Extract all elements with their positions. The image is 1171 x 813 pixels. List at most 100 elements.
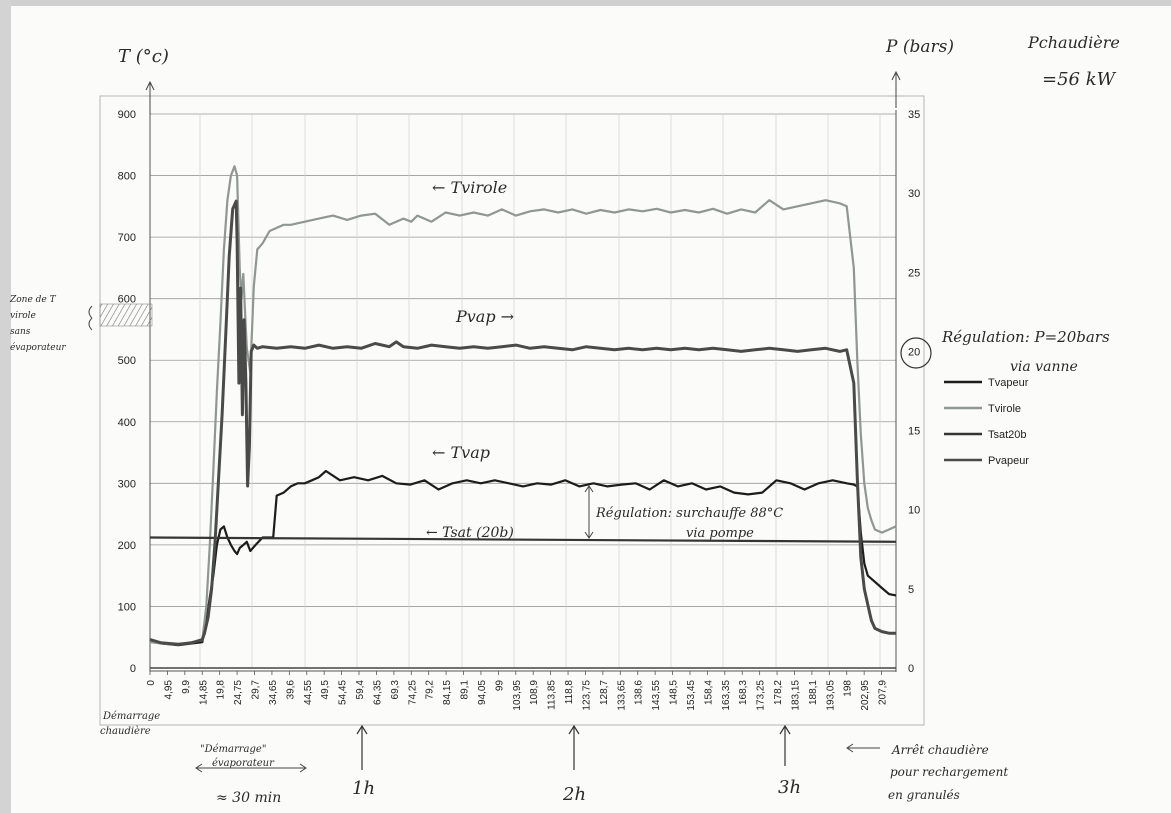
x-tick-label: 79,2: [425, 680, 436, 700]
regulation-pressure-note-line1: Régulation: P=20bars: [941, 328, 1110, 346]
x-tick-label: 108,9: [529, 680, 540, 705]
x-tick-label: 198: [843, 680, 854, 697]
legend-label: Tvirole: [988, 403, 1021, 415]
series-line-pvapeur: [149, 199, 896, 646]
boiler-stop-note-line2: pour rechargement: [890, 765, 1008, 779]
zone-brace: [88, 305, 93, 331]
zone-note-line: sans: [10, 327, 31, 337]
x-tick-label: 173,25: [756, 680, 767, 711]
x-tick-label: 19,8: [216, 680, 227, 700]
chart-grid: [149, 113, 896, 669]
x-tick-label: 168,3: [738, 680, 749, 705]
legend-label: Tsat20b: [988, 429, 1027, 441]
boiler-stop-note-line1: Arrêt chaudière: [891, 743, 989, 757]
pressure-20-circle: [900, 337, 932, 369]
tvap-annotation: ← Tvap: [432, 443, 490, 462]
zone-note-line: virole: [10, 311, 36, 321]
tvirole-annotation: ← Tvirole: [432, 178, 507, 197]
series-line-tvapeur: [149, 469, 897, 647]
scan-top-border: [0, 0, 1171, 6]
x-tick-label: 34,65: [268, 680, 279, 705]
x-tick-label: 123,75: [581, 680, 592, 711]
x-tick-label: 59,4: [355, 680, 366, 700]
y-left-tick-label: 600: [118, 294, 136, 306]
x-tick-label: 39,6: [285, 680, 296, 700]
x-tick-label: 133,65: [616, 680, 627, 711]
y-left-tick-label: 400: [118, 417, 136, 429]
boiler-start-note-line1: Démarrage: [102, 711, 160, 722]
pvap-annotation: Pvap →: [455, 307, 514, 326]
x-tick-label: 29,7: [251, 680, 262, 700]
x-tick-label: 178,2: [773, 680, 784, 705]
arrow-3h-head: [779, 724, 791, 735]
superheat-span-arrows: [584, 485, 594, 539]
x-tick-label: 183,15: [790, 680, 801, 711]
y-left-tick-labels: 0 100 200 300 400 500 600 700 800 900: [118, 109, 136, 675]
y-left-tick-label: 0: [130, 663, 136, 675]
x-tick-label: 14,85: [198, 680, 209, 705]
x-tick-label: 207,9: [878, 680, 889, 705]
boiler-start-note-line2: chaudière: [100, 726, 151, 737]
y-left-tick-label: 100: [118, 601, 136, 613]
y-right-tick-label: 20: [908, 346, 920, 358]
mark-1h: 1h: [352, 778, 375, 799]
zone-note-line: évaporateur: [10, 342, 66, 353]
x-tick-label: 24,75: [233, 680, 244, 705]
y-right-tick-label: 30: [908, 188, 920, 200]
x-tick-label: 188,1: [808, 680, 819, 705]
boiler-stop-note-line3: en granulés: [888, 788, 960, 802]
y-left-tick-label: 700: [118, 232, 136, 244]
y-right-tick-label: 10: [908, 505, 920, 517]
tsat-annotation: ← Tsat (20b): [426, 525, 514, 541]
evaporator-start-note-line1: "Démarrage": [200, 744, 266, 755]
y-left-axis-label: T (°c): [118, 46, 169, 67]
x-tick-label: 163,35: [721, 680, 732, 711]
scan-left-border: [0, 0, 11, 813]
x-tick-label: 64,35: [372, 680, 383, 705]
x-tick-label: 113,85: [547, 680, 558, 710]
x-tick-label: 138,6: [634, 680, 645, 705]
x-tick-label: 148,5: [669, 680, 680, 705]
evaporator-start-span-arrows: [195, 763, 307, 773]
x-tick-label: 9,9: [181, 680, 192, 694]
y-left-tick-label: 800: [118, 171, 136, 183]
arrow-2h-head: [568, 724, 580, 735]
x-tick-label: 89,1: [460, 680, 471, 700]
arrow-1h-head: [356, 724, 368, 735]
x-tick-label: 44,55: [303, 680, 314, 705]
x-tick-label: 74,25: [407, 680, 418, 705]
y-right-tick-label: 15: [908, 426, 920, 438]
x-tick-label: 128,7: [599, 680, 610, 705]
x-tick-label: 0: [146, 680, 157, 686]
boiler-power-value: =56 kW: [1042, 69, 1117, 90]
mark-2h: 2h: [562, 784, 586, 805]
chart-outer-border: [99, 95, 925, 726]
y-left-tick-label: 900: [118, 109, 136, 121]
regulation-superheat-note-line2: via pompe: [686, 526, 754, 541]
y-right-tick-label: 35: [908, 109, 920, 121]
zone-note-line: Zone de T: [9, 295, 57, 305]
x-tick-label: 103,95: [512, 680, 523, 711]
y-left-axis-arrow: [145, 80, 155, 115]
y-left-tick-label: 500: [118, 355, 136, 367]
legend-label: Pvapeur: [988, 455, 1029, 467]
x-tick-label: 49,5: [320, 680, 331, 700]
y-right-axis-arrow: [891, 70, 901, 108]
duration-note: ≈ 30 min: [216, 790, 281, 806]
x-tick-label: 202,95: [860, 680, 871, 711]
y-right-tick-label: 25: [908, 267, 920, 279]
y-right-tick-label: 0: [908, 663, 914, 675]
series-lines: [149, 165, 897, 647]
x-tick-label: 153,45: [686, 680, 697, 711]
x-tick-label: 69,3: [390, 680, 401, 700]
series-line-tsat20b: [149, 536, 897, 543]
x-tick-labels: 0 4,95 9,9 14,85 19,8 24,75 29,7 34,65 39,6 44,55…: [146, 671, 889, 711]
y-right-tick-labels: 0 5 10 15 20 25 30 35: [908, 109, 920, 675]
boiler-stop-arrow-head: [846, 743, 854, 753]
chart-axes: [149, 110, 897, 672]
regulation-pressure-note-line2: via vanne: [1010, 359, 1078, 375]
y-left-tick-label: 200: [118, 540, 136, 552]
x-tick-label: 54,45: [338, 680, 349, 705]
